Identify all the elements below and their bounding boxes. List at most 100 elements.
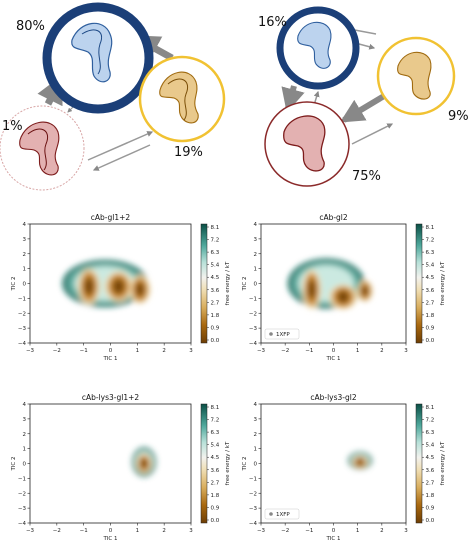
arrow-red-to-yellow — [87, 131, 154, 161]
colorbar-tick-label: 3.6 — [211, 468, 220, 474]
colorbar-tick-label: 7.2 — [211, 418, 220, 424]
y-tick-label: 0 — [254, 282, 258, 288]
y-tick-label: 3 — [254, 237, 258, 243]
x-axis-label: TIC 1 — [102, 536, 117, 542]
colorbar-tick-label: 8.1 — [426, 225, 435, 231]
structure-red-trace-icon — [27, 128, 48, 171]
colorbar — [200, 223, 208, 344]
energy-minimum-core — [84, 277, 94, 296]
colorbar-tick-label: 4.5 — [211, 275, 220, 281]
x-tick-label: −2 — [53, 528, 61, 534]
percent-right-red: 75% — [352, 169, 381, 184]
legend: 1XFP — [264, 508, 300, 520]
legend-label: 1XFP — [276, 332, 290, 338]
colorbar-tick-label: 1.8 — [211, 493, 220, 499]
structure-red-icon — [19, 121, 60, 176]
colorbar-tick-label: 2.7 — [426, 480, 435, 486]
x-tick-label: −1 — [305, 528, 313, 534]
panel-2: cAb-lys3-gl1+2−3 −2 −1 0 1 2 343210−1−2−3−4TIC… — [11, 393, 231, 542]
x-tick-label: 1 — [136, 528, 140, 534]
structure-right-yellow-icon — [397, 51, 432, 100]
y-tick-label: 1 — [23, 267, 27, 273]
y-tick-label: 0 — [254, 462, 258, 468]
y-tick-label: 2 — [23, 252, 27, 258]
y-tick-label: −1 — [18, 476, 26, 482]
colorbar-tick-label: 6.3 — [211, 430, 220, 436]
colorbar-tick-label: 8.1 — [211, 405, 220, 411]
legend: 1XFP — [264, 328, 300, 340]
x-tick-label: −3 — [26, 348, 35, 354]
y-tick-label: 3 — [23, 417, 27, 423]
x-tick-label: 0 — [109, 528, 113, 534]
y-axis-label: TIC 2 — [242, 456, 248, 471]
colorbar-tick-label: 5.4 — [426, 443, 435, 449]
x-tick-label: 3 — [189, 348, 193, 354]
colorbar-tick-label: 6.3 — [211, 250, 220, 256]
y-tick-label: −2 — [249, 491, 257, 497]
legend-box — [264, 328, 300, 340]
y-tick-label: −3 — [18, 506, 27, 512]
x-tick-label: −1 — [80, 528, 88, 534]
y-tick-label: 1 — [254, 267, 258, 273]
y-tick-label: 2 — [23, 432, 27, 438]
colorbar-tick-label: 3.6 — [426, 288, 435, 294]
y-tick-label: −1 — [249, 296, 257, 302]
heatmap-area — [287, 258, 373, 310]
colorbar-tick-label: 0.0 — [426, 338, 435, 344]
colorbar-tick-label: 3.6 — [211, 288, 220, 294]
percent-yellow: 19% — [174, 145, 203, 160]
colorbar-tick-label: 4.5 — [426, 275, 435, 281]
x-tick-label: 3 — [404, 528, 408, 534]
arrow-right-blue-to-red — [281, 85, 305, 113]
colorbar-tick-label: 0.9 — [211, 505, 220, 511]
heatmap-area — [62, 259, 151, 308]
energy-minimum-core — [337, 290, 350, 304]
x-tick-label: 3 — [189, 528, 193, 534]
y-tick-label: −2 — [18, 491, 26, 497]
y-tick-label: −3 — [249, 506, 258, 512]
x-tick-label: −2 — [281, 348, 289, 354]
legend-label: 1XFP — [276, 512, 290, 518]
x-tick-label: 1 — [136, 348, 140, 354]
colorbar-tick-label: 8.1 — [426, 405, 435, 411]
structure-right-red-icon — [283, 115, 326, 172]
y-tick-label: 2 — [254, 432, 258, 438]
y-tick-label: −4 — [18, 521, 27, 527]
colorbar-tick-label: 0.0 — [426, 518, 435, 524]
x-tick-label: 3 — [404, 348, 408, 354]
x-axis-label: TIC 1 — [102, 356, 117, 362]
energy-minimum-core — [361, 285, 369, 297]
energy-minimum-core — [140, 458, 148, 469]
structure-blue-trace-icon — [81, 29, 102, 75]
chart-title: cAb-gl2 — [319, 213, 348, 222]
colorbar-tick-label: 7.2 — [211, 238, 220, 244]
y-axis-label: TIC 2 — [11, 276, 17, 291]
colorbar-tick-label: 0.9 — [426, 505, 435, 511]
y-tick-label: −2 — [249, 311, 257, 317]
y-tick-label: 4 — [23, 402, 27, 408]
plot-frame — [29, 403, 192, 524]
arrow-right-red-to-yellow — [351, 123, 394, 145]
colorbar-tick-label: 1.8 — [211, 313, 220, 319]
y-tick-label: 1 — [254, 447, 258, 453]
x-tick-label: −2 — [281, 528, 289, 534]
x-tick-label: 0 — [332, 528, 336, 534]
colorbar-tick-label: 2.7 — [426, 300, 435, 306]
heatmap-area — [131, 447, 157, 477]
colorbar — [200, 403, 208, 524]
y-tick-label: 0 — [23, 462, 27, 468]
energy-minimum-core — [135, 282, 145, 297]
colorbar-tick-label: 5.4 — [426, 263, 435, 269]
colorbar-tick-label: 1.8 — [426, 493, 435, 499]
legend-box — [264, 508, 300, 520]
x-tick-label: 2 — [380, 348, 384, 354]
colorbar-tick-label: 7.2 — [426, 418, 435, 424]
y-tick-label: −3 — [249, 326, 258, 332]
colorbar-tick-label: 6.3 — [426, 250, 435, 256]
y-tick-label: 4 — [254, 402, 258, 408]
colorbar-tick-label: 0.9 — [426, 325, 435, 331]
y-tick-label: 4 — [254, 222, 258, 228]
